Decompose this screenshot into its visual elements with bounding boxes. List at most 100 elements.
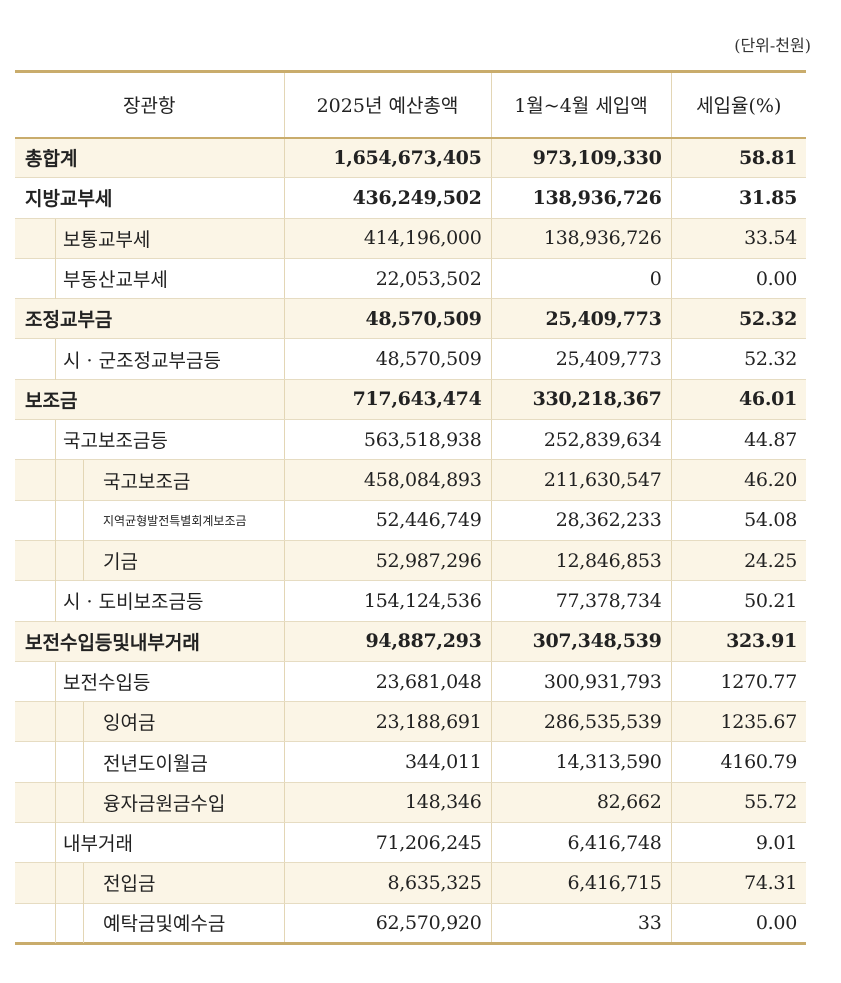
- budget-cell: 23,681,048: [283, 661, 491, 703]
- table-row: 전년도이월금 344,011 14,313,590 4160.79: [15, 741, 806, 783]
- table-row: 잉여금 23,188,691 286,535,539 1235.67: [15, 701, 806, 743]
- revenue-cell: 33: [490, 903, 671, 945]
- row-label: 국고보조금: [103, 470, 191, 493]
- budget-cell: 23,188,691: [283, 701, 491, 743]
- rate-cell: 323.91: [670, 621, 806, 662]
- row-label: 기금: [103, 551, 138, 574]
- revenue-cell: 211,630,547: [490, 459, 671, 501]
- row-label: 지방교부세: [25, 188, 113, 211]
- header-rate: 세입율(%): [670, 70, 806, 139]
- row-label: 보조금: [25, 389, 78, 412]
- revenue-cell: 0: [490, 258, 671, 300]
- rate-cell: 0.00: [670, 258, 806, 300]
- table-row: 시 · 도비보조금등 154,124,536 77,378,734 50.21: [15, 580, 806, 622]
- rate-cell: 46.20: [670, 459, 806, 501]
- budget-cell: 717,643,474: [283, 379, 491, 421]
- revenue-cell: 28,362,233: [490, 500, 671, 541]
- rate-cell: 4160.79: [670, 741, 806, 783]
- rate-cell: 58.81: [670, 137, 806, 179]
- revenue-cell: 12,846,853: [490, 540, 671, 582]
- revenue-cell: 14,313,590: [490, 741, 671, 783]
- budget-cell: 8,635,325: [283, 862, 491, 904]
- revenue-table: 장관항 2025년 예산총액 1월~4월 세입액 세입율(%) 총합계 1,65…: [15, 70, 806, 945]
- rate-cell: 1235.67: [670, 701, 806, 743]
- header-revenue: 1월~4월 세입액: [490, 70, 671, 139]
- row-label: 보전수입등및내부거래: [25, 631, 200, 654]
- rate-cell: 74.31: [670, 862, 806, 904]
- row-label: 부동산교부세: [63, 269, 168, 292]
- row-label: 예탁금및예수금: [103, 913, 226, 936]
- rate-cell: 0.00: [670, 903, 806, 945]
- rate-cell: 46.01: [670, 379, 806, 421]
- row-label: 내부거래: [63, 833, 133, 856]
- header-row: 장관항 2025년 예산총액 1월~4월 세입액 세입율(%): [15, 70, 806, 139]
- header-category: 장관항: [15, 70, 284, 139]
- row-label: 융자금원금수입: [103, 792, 226, 815]
- table-row: 부동산교부세 22,053,502 0 0.00: [15, 258, 806, 300]
- row-label: 보전수입등: [63, 672, 151, 694]
- rate-cell: 33.54: [670, 218, 806, 259]
- revenue-cell: 286,535,539: [490, 701, 671, 743]
- table-row: 전입금 8,635,325 6,416,715 74.31: [15, 862, 806, 904]
- table-row: 국고보조금등 563,518,938 252,839,634 44.87: [15, 419, 806, 461]
- row-label: 국고보조금등: [63, 430, 168, 453]
- row-label: 전입금: [103, 873, 156, 896]
- rate-cell: 50.21: [670, 580, 806, 622]
- revenue-cell: 82,662: [490, 782, 671, 824]
- budget-cell: 52,987,296: [283, 540, 491, 582]
- rate-cell: 1270.77: [670, 661, 806, 703]
- budget-cell: 52,446,749: [283, 500, 491, 541]
- table-row: 지방교부세 436,249,502 138,936,726 31.85: [15, 177, 806, 219]
- row-label: 시 · 군조정교부금등: [63, 349, 221, 372]
- budget-cell: 563,518,938: [283, 419, 491, 461]
- row-label: 보통교부세: [63, 228, 151, 251]
- revenue-cell: 77,378,734: [490, 580, 671, 622]
- revenue-cell: 138,936,726: [490, 177, 671, 219]
- table-row: 예탁금및예수금 62,570,920 33 0.00: [15, 903, 806, 945]
- header-budget: 2025년 예산총액: [283, 70, 491, 139]
- budget-cell: 148,346: [283, 782, 491, 824]
- revenue-cell: 330,218,367: [490, 379, 671, 421]
- revenue-cell: 25,409,773: [490, 338, 671, 380]
- budget-cell: 62,570,920: [283, 903, 491, 945]
- table-row: 지역균형발전특별회계보조금 52,446,749 28,362,233 54.0…: [15, 500, 806, 541]
- revenue-cell: 6,416,748: [490, 822, 671, 864]
- table-row: 총합계 1,654,673,405 973,109,330 58.81: [15, 137, 806, 179]
- unit-label: (단위-천원): [734, 36, 811, 55]
- budget-cell: 154,124,536: [283, 580, 491, 622]
- table-row: 기금 52,987,296 12,846,853 24.25: [15, 540, 806, 582]
- row-label: 조정교부금: [25, 309, 113, 332]
- budget-cell: 414,196,000: [283, 218, 491, 259]
- table-row: 융자금원금수입 148,346 82,662 55.72: [15, 782, 806, 824]
- rate-cell: 52.32: [670, 338, 806, 380]
- table-row: 보전수입등 23,681,048 300,931,793 1270.77: [15, 661, 806, 703]
- revenue-cell: 25,409,773: [490, 298, 671, 340]
- table-row: 내부거래 71,206,245 6,416,748 9.01: [15, 822, 806, 864]
- budget-cell: 458,084,893: [283, 459, 491, 501]
- budget-cell: 344,011: [283, 741, 491, 783]
- row-label: 총합계: [25, 148, 78, 171]
- row-label: 잉여금: [103, 712, 156, 735]
- rate-cell: 54.08: [670, 500, 806, 541]
- budget-cell: 71,206,245: [283, 822, 491, 864]
- table-row: 조정교부금 48,570,509 25,409,773 52.32: [15, 298, 806, 340]
- rate-cell: 9.01: [670, 822, 806, 864]
- table-row: 시 · 군조정교부금등 48,570,509 25,409,773 52.32: [15, 338, 806, 380]
- revenue-cell: 6,416,715: [490, 862, 671, 904]
- row-label: 지역균형발전특별회계보조금: [103, 513, 247, 528]
- revenue-cell: 973,109,330: [490, 137, 671, 179]
- budget-cell: 48,570,509: [283, 338, 491, 380]
- rate-cell: 55.72: [670, 782, 806, 824]
- budget-cell: 436,249,502: [283, 177, 491, 219]
- row-label: 전년도이월금: [103, 752, 208, 775]
- rate-cell: 44.87: [670, 419, 806, 461]
- row-label: 시 · 도비보조금등: [63, 591, 204, 614]
- revenue-cell: 138,936,726: [490, 218, 671, 259]
- budget-cell: 94,887,293: [283, 621, 491, 662]
- revenue-cell: 300,931,793: [490, 661, 671, 703]
- revenue-cell: 252,839,634: [490, 419, 671, 461]
- table-row: 보통교부세 414,196,000 138,936,726 33.54: [15, 218, 806, 259]
- budget-cell: 48,570,509: [283, 298, 491, 340]
- rate-cell: 52.32: [670, 298, 806, 340]
- table-row: 보조금 717,643,474 330,218,367 46.01: [15, 379, 806, 421]
